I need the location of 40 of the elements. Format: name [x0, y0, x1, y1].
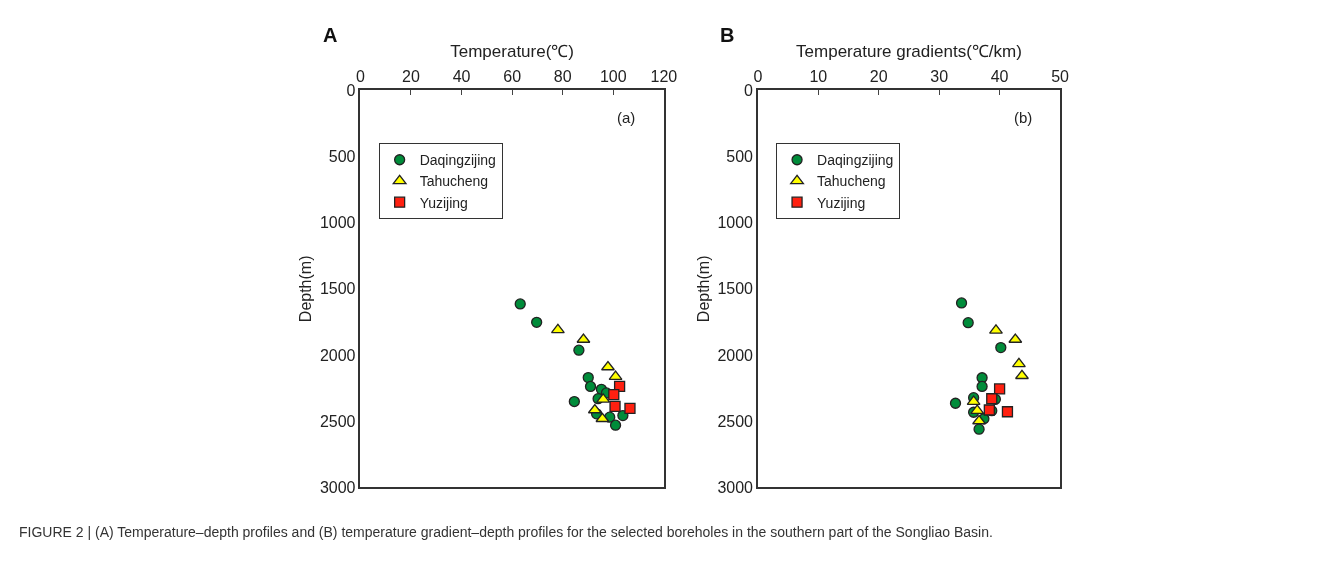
- legend-label: Tahucheng: [817, 173, 886, 190]
- y-tick-label: 1500: [717, 280, 754, 298]
- y-tick-label: 1000: [319, 214, 356, 232]
- y-axis-title: Depth(m): [297, 255, 315, 323]
- legend-label: Yuzijing: [817, 194, 866, 211]
- annotation: (a): [617, 109, 636, 126]
- y-tick-label: 2500: [319, 412, 356, 430]
- y-tick-label: 1000: [717, 214, 754, 232]
- y-tick-label: 2000: [319, 346, 356, 364]
- y-tick-label: 2000: [717, 346, 754, 364]
- x-tick-label: 40: [452, 68, 471, 86]
- y-tick-label: 1500: [319, 280, 356, 298]
- y-tick-label: 500: [328, 148, 356, 166]
- y-tick-label: 3000: [717, 478, 754, 496]
- x-axis-title: Temperature(℃): [450, 42, 575, 62]
- x-axis-title: Temperature gradients(℃/km): [796, 42, 1022, 62]
- y-tick-label: 0: [346, 81, 356, 99]
- y-tick-label: 2500: [717, 412, 754, 430]
- legend-label: Yuzijing: [419, 194, 468, 211]
- legend-label: Tahucheng: [419, 173, 489, 190]
- x-tick-label: 100: [599, 68, 627, 86]
- y-axis-title: Depth(m): [694, 255, 712, 323]
- chart-title: B: [720, 24, 735, 46]
- x-tick-label: 50: [1051, 68, 1070, 86]
- chart-title: A: [323, 24, 338, 46]
- x-tick-label: 30: [930, 68, 949, 86]
- y-tick-label: 500: [726, 148, 754, 166]
- legend-label: Daqingzijing: [817, 152, 894, 169]
- annotation: (b): [1014, 109, 1033, 126]
- x-tick-label: 60: [503, 68, 522, 86]
- x-tick-label: 10: [809, 68, 828, 86]
- y-tick-label: 0: [744, 81, 754, 99]
- x-tick-label: 120: [650, 68, 678, 86]
- x-tick-label: 20: [402, 68, 420, 86]
- y-tick-label: 3000: [319, 478, 356, 496]
- legend-label: Daqingzijing: [419, 152, 496, 169]
- x-tick-label: 20: [869, 68, 888, 86]
- caption: FIGURE 2 | (A) Temperature–depth profiles and (B) temperature gradient–depth profiles for the selected boreholes in the southern part of the Songliao Basin.: [19, 524, 993, 540]
- x-tick-label: 80: [553, 68, 572, 86]
- x-tick-label: 40: [990, 68, 1009, 86]
